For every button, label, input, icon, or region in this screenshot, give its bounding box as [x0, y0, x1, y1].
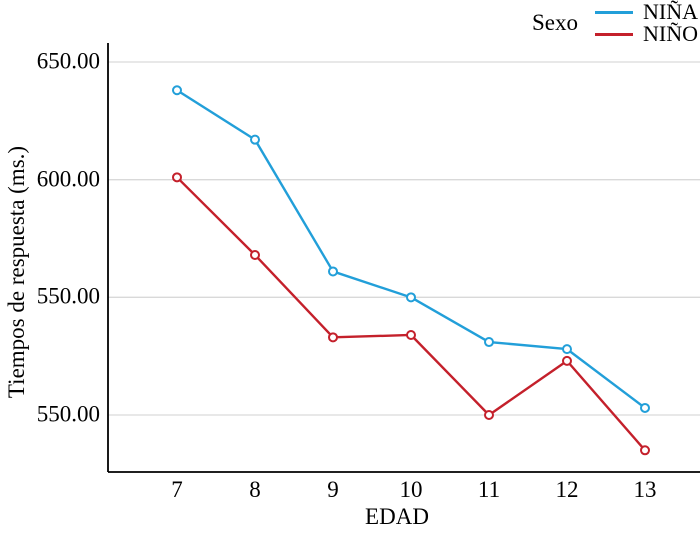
y-axis-title: Tiempos de respuesta (ms.): [4, 145, 29, 399]
legend-swatch-nino: [595, 32, 633, 36]
data-point-marker: [640, 402, 650, 413]
y-tick-label: 600.00: [36, 166, 100, 192]
series-line-1: [175, 176, 647, 452]
x-tick-label: 9: [327, 477, 339, 502]
legend-label-nina: NIÑA: [643, 0, 698, 24]
x-tick-label: 13: [633, 477, 657, 502]
data-point-marker: [172, 172, 182, 183]
data-point-marker: [406, 329, 416, 340]
legend-item-nina: NIÑA: [595, 0, 698, 24]
legend-label-nino: NIÑO: [643, 21, 698, 46]
legend-title: Sexo: [532, 10, 578, 35]
x-tick-label: 12: [555, 477, 579, 502]
y-tick-label: 550.00: [36, 401, 100, 427]
legend-rows: NIÑA NIÑO: [595, 0, 698, 46]
data-point-marker: [640, 445, 650, 456]
legend: Sexo NIÑA NIÑO: [532, 0, 698, 46]
data-point-marker: [406, 292, 416, 303]
data-point-marker: [172, 85, 182, 96]
x-tick-label: 8: [249, 477, 261, 502]
legend-item-nino: NIÑO: [595, 21, 698, 46]
data-point-marker: [484, 410, 494, 420]
data-point-marker: [250, 249, 260, 260]
legend-swatch-nina: [595, 10, 633, 14]
x-tick-label: 11: [477, 477, 501, 502]
data-point-marker: [562, 355, 572, 366]
data-point-marker: [484, 337, 494, 348]
data-point-marker: [562, 344, 572, 355]
x-tick-label: 10: [399, 477, 423, 502]
data-point-marker: [328, 266, 338, 277]
x-tick-label: 7: [171, 477, 183, 502]
data-point-marker: [328, 332, 338, 343]
series-line-0: [175, 89, 647, 410]
y-tick-label: 550.00: [36, 283, 100, 309]
data-point-marker: [250, 134, 260, 145]
x-axis-title: EDAD: [365, 504, 429, 529]
y-tick-label: 650.00: [36, 48, 100, 74]
